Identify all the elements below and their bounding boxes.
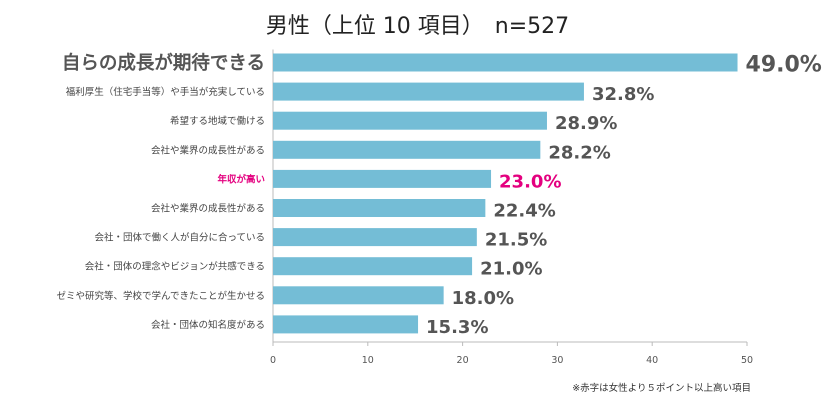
x-tick-label: 10: [362, 355, 374, 366]
bar: [273, 228, 477, 247]
category-label: 会社・団体の知名度がある: [151, 319, 265, 331]
chart-footnote: ※赤字は女性より５ポイント以上高い項目: [572, 383, 751, 394]
bar: [273, 286, 444, 305]
value-label: 23.0%: [499, 171, 561, 192]
value-label: 21.0%: [480, 259, 542, 280]
bar: [273, 199, 486, 217]
bar: [273, 169, 492, 188]
value-label: 28.9%: [555, 113, 617, 134]
value-label: 49.0%: [746, 53, 822, 78]
category-label: ゼミや研究等、学校で学んできたことが生かせる: [56, 290, 265, 302]
value-label: 28.2%: [548, 142, 610, 163]
value-label: 32.8%: [592, 84, 654, 105]
category-label: 会社・団体の理念やビジョンが共感できる: [85, 261, 265, 273]
bar: [273, 315, 419, 334]
category-label: 福利厚生（住宅手当等）や手当が充実している: [66, 86, 265, 98]
category-label: 自らの成長が期待できる: [62, 52, 265, 74]
category-label: 会社や業界の成長性がある: [151, 144, 265, 156]
category-label: 会社や業界の成長性がある: [151, 203, 265, 215]
x-tick-label: 30: [551, 355, 563, 366]
bar: [273, 257, 473, 276]
category-label: 年収が高い: [217, 173, 265, 185]
chart-title: 男性（上位 10 項目） n=527: [265, 14, 570, 39]
value-label: 15.3%: [426, 317, 488, 338]
x-tick-label: 50: [741, 355, 753, 366]
bar: [273, 82, 584, 101]
category-label: 会社・団体で働く人が自分に合っている: [94, 232, 265, 244]
value-label: 18.0%: [452, 288, 514, 309]
value-label: 22.4%: [493, 201, 555, 222]
bar: [273, 111, 547, 130]
x-tick-label: 40: [646, 355, 658, 366]
bar: [273, 140, 541, 159]
value-label: 21.5%: [485, 230, 547, 251]
bar: [273, 53, 738, 72]
category-label: 希望する地域で働ける: [170, 115, 265, 127]
x-tick-label: 0: [270, 355, 276, 366]
x-tick-label: 20: [457, 355, 469, 366]
